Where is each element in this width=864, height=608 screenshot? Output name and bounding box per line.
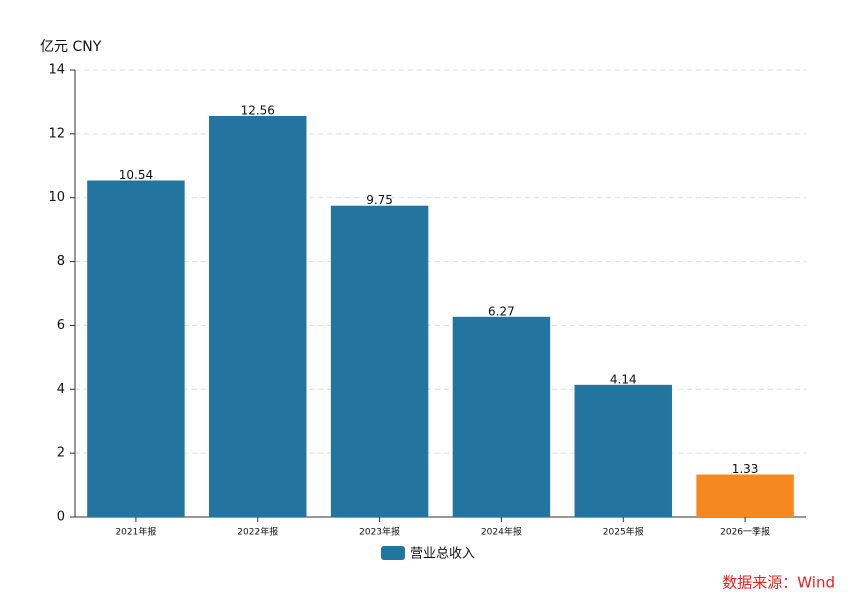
y-tick-label: 4 (57, 382, 65, 397)
bar (452, 316, 551, 517)
value-label: 12.56 (241, 103, 275, 117)
y-tick-label: 8 (57, 254, 65, 269)
bar (574, 384, 672, 517)
x-tick-label: 2023年报 (359, 526, 400, 538)
value-label: 4.14 (610, 372, 637, 386)
x-tick-label: 2021年报 (115, 526, 156, 538)
legend-swatch (381, 546, 405, 560)
x-tick-label: 2025年报 (603, 526, 644, 538)
value-label: 6.27 (488, 304, 515, 318)
x-tick-label: 2026一季报 (720, 526, 770, 538)
y-tick-label: 12 (48, 126, 65, 141)
y-tick-label: 0 (57, 510, 65, 525)
bar (330, 205, 429, 518)
y-tick-label: 14 (48, 63, 65, 78)
value-label: 10.54 (119, 168, 153, 182)
legend-label: 营业总收入 (410, 547, 475, 562)
x-tick-label: 2024年报 (481, 526, 522, 538)
source-note: 数据来源：Wind (722, 574, 835, 592)
bar (209, 115, 307, 517)
bar (87, 180, 185, 518)
value-label: 1.33 (732, 462, 759, 476)
value-label: 9.75 (366, 193, 393, 207)
y-tick-label: 2 (57, 446, 65, 461)
bar (696, 474, 794, 517)
y-tick-label: 6 (57, 318, 65, 333)
y-tick-label: 10 (48, 190, 65, 205)
y-axis-unit: 亿元 CNY (40, 39, 102, 55)
x-tick-label: 2022年报 (237, 526, 278, 538)
